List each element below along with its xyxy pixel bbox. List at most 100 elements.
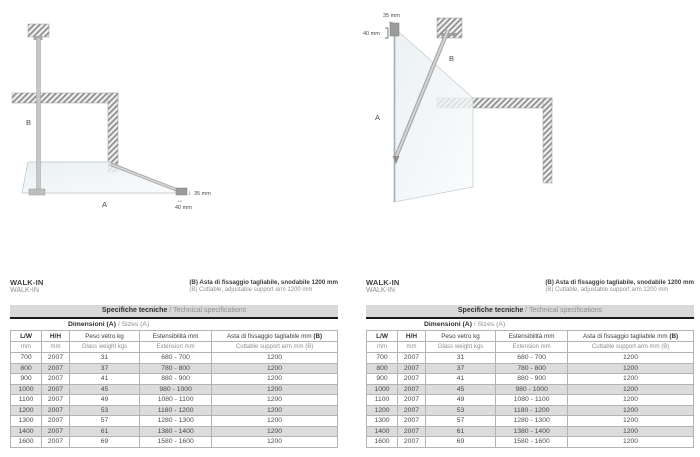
cell-glass-weight: 57 [424,415,497,427]
cell-support-arm: 1200 [567,362,694,374]
col-support-arm-it: Asta di fissaggio tagliabile mm (B) [211,330,338,342]
cell-extension: 1180 - 1200 [139,404,213,416]
diagram-walkin-top-view: B A ↕ 35 mm ↔ 40 mm [11,23,211,211]
cell-support-arm: 1200 [567,383,694,395]
spec-row: 1600 2007 69 1580 - 1600 1200 [365,436,694,448]
spec-row: 1400 2007 61 1380 - 1400 1200 [9,425,338,437]
title-block: WALK-IN WALK-IN [10,279,43,295]
col-hh-unit: mm [397,341,426,353]
cell-glass-weight: 53 [68,404,141,416]
dim-35mm-label: 35 mm [194,191,211,197]
product-title: WALK-IN [10,278,44,287]
col-support-arm-text: Asta di fissaggio tagliabile mm [226,332,314,340]
dimensions-label-it: Dimensioni (A) [68,321,116,328]
support-arm-highlight [109,163,183,193]
glass-panel [21,161,186,194]
cell-height: 2007 [41,352,70,364]
cell-extension: 1580 - 1600 [495,436,569,448]
cell-extension: 980 - 1000 [139,383,213,395]
product-subtitle: WALK-IN [366,287,395,294]
cell-height: 2007 [397,394,426,406]
col-lw-unit: mm [9,341,43,353]
arrow-vertical-icon: ↕ [188,191,191,197]
header-row-secondary: mm mm Glass weight kgs Extension mm Cutt… [9,341,338,353]
cell-extension: 880 - 900 [495,373,569,385]
cell-height: 2007 [41,373,70,385]
spec-row: 1100 2007 49 1080 - 1100 1200 [365,394,694,406]
dimensions-label-en: / Sizes (A) [115,321,150,328]
cell-support-arm: 1200 [567,373,694,385]
col-glass-weight-it: Peso vetro kg [68,330,141,342]
cell-glass-weight: 45 [68,383,141,395]
cell-support-arm: 1200 [211,362,338,374]
cell-width: 1100 [9,394,43,406]
spec-row: 900 2007 41 880 - 900 1200 [365,373,694,385]
spec-bar: Specifiche tecniche / Technical specific… [366,305,694,319]
cell-support-arm: 1200 [211,352,338,364]
cell-extension: 1180 - 1200 [495,404,569,416]
support-pole [36,37,41,194]
cell-width: 700 [365,352,399,364]
support-arm-arrowhead [392,156,400,164]
cell-height: 2007 [41,404,70,416]
diagram-walkin-front-view: 35 mm ↔ 40 mm A B [363,13,553,203]
ceiling-mount-hatch [27,23,50,38]
col-support-arm-en: Cuttable support arm mm (B) [211,341,338,353]
support-arm-note-it: (B) Asta di fissaggio tagliabile, snodab… [189,279,338,286]
pole-foot [28,188,46,196]
cell-glass-weight: 37 [424,362,497,374]
col-lw: L/W [9,330,43,342]
col-support-arm-ref: (B) [669,332,679,340]
cell-extension: 880 - 900 [139,373,213,385]
cell-support-arm: 1200 [567,415,694,427]
spec-row: 1200 2007 53 1180 - 1200 1200 [9,404,338,416]
cell-height: 2007 [41,415,70,427]
col-hh: H/H [397,330,426,342]
spec-bar: Specifiche tecniche / Technical specific… [10,305,338,319]
spec-row: 1300 2007 57 1280 - 1300 1200 [9,415,338,427]
header-row-primary: L/W H/H Peso vetro kg Estensibilità mm A… [9,330,338,342]
dimension-label-b: B [449,54,454,63]
spec-row: 1100 2007 49 1080 - 1100 1200 [9,394,338,406]
cell-glass-weight: 57 [68,415,141,427]
col-extension-it: Estensibilità mm [495,330,569,342]
cell-support-arm: 1200 [567,404,694,416]
cell-extension: 1580 - 1600 [139,436,213,448]
dimension-label-b: B [26,118,31,127]
dimensions-row: Dimensioni (A) / Sizes (A) [366,319,694,330]
cell-glass-weight: 31 [68,352,141,364]
cell-width: 1300 [365,415,399,427]
title-block: WALK-IN WALK-IN [366,279,399,295]
spec-panel-left: WALK-IN WALK-IN (B) Asta di fissaggio ta… [9,279,338,448]
col-hh: H/H [41,330,70,342]
support-arm-note: (B) Asta di fissaggio tagliabile, snodab… [545,279,694,294]
spec-row: 700 2007 31 680 - 700 1200 [365,352,694,364]
dim-35mm-label: 35 mm [383,13,400,19]
col-lw: L/W [365,330,399,342]
cell-glass-weight: 61 [424,425,497,437]
support-arm-note: (B) Asta di fissaggio tagliabile, snodab… [189,279,338,294]
cell-support-arm: 1200 [567,436,694,448]
spec-table: L/W H/H Peso vetro kg Estensibilità mm A… [9,330,338,448]
ceiling-connector [441,33,457,36]
spec-row: 1400 2007 61 1380 - 1400 1200 [365,425,694,437]
dim-40mm-bracket [385,27,389,39]
wall-hatch-vertical [107,92,119,173]
cell-glass-weight: 69 [68,436,141,448]
wall-profile-block [389,22,400,37]
product-subtitle: WALK-IN [10,287,39,294]
cell-support-arm: 1200 [211,436,338,448]
spec-row: 1300 2007 57 1280 - 1300 1200 [365,415,694,427]
cell-extension: 780 - 800 [495,362,569,374]
cell-width: 1000 [9,383,43,395]
cell-glass-weight: 45 [424,383,497,395]
cell-extension: 780 - 800 [139,362,213,374]
cell-glass-weight: 41 [68,373,141,385]
support-arm-note-en: (B) Cuttable, adjustable support arm 120… [189,286,313,293]
dimensions-label-en: / Sizes (A) [471,321,506,328]
cell-glass-weight: 37 [68,362,141,374]
dimensions-label-it: Dimensioni (A) [424,321,472,328]
cell-support-arm: 1200 [211,425,338,437]
cell-support-arm: 1200 [211,415,338,427]
cell-support-arm: 1200 [211,404,338,416]
